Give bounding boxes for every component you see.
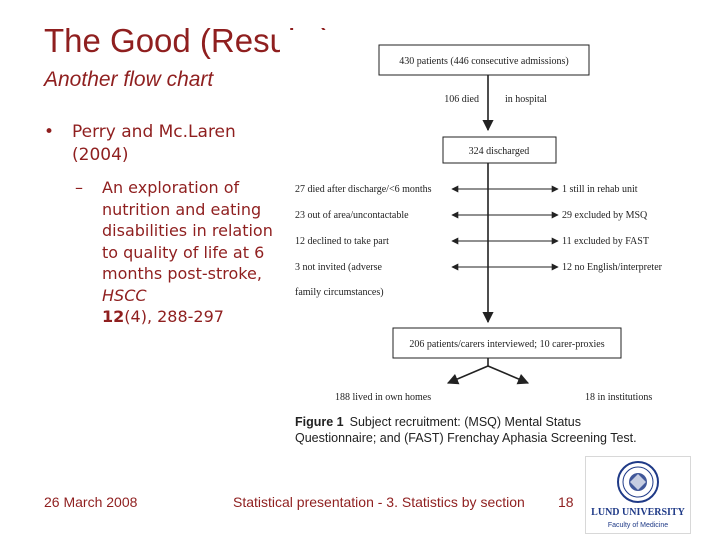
bullet-reference: • Perry and Mc.Laren (2004) [44,121,274,167]
arrow-own-homes [446,365,489,385]
arrow-institutions [487,365,530,385]
flowchart-svg: 430 patients (446 consecutive admissions… [295,44,663,445]
university-seal: LUND UNIVERSITY Faculty of Medicine [591,461,686,529]
bullet-dot: • [44,122,55,142]
bullet-text: Perry and Mc.Laren (2004) [72,122,236,165]
left-exit-5: family circumstances) [295,287,384,298]
journal-pages: , 288-297 [146,307,224,326]
journal-issue: (4) [124,307,147,326]
sub-bullet-dash: – [75,178,83,197]
journal-volume: 12 [102,307,125,326]
footer-date: 26 March 2008 [44,494,138,510]
right-exit-4: 12 no English/interpreter [562,262,663,273]
institutions-label: 18 in institutions [585,392,652,403]
caption-line-1: Figure 1 Subject recruitment: (MSQ) Menta… [295,415,581,429]
sub-text-main: An exploration of nutrition and eating d… [102,178,273,283]
discharged-label: 324 discharged [469,146,530,157]
caption-figure-label: Figure 1 [295,415,344,429]
top-box [378,44,590,76]
caption-line-2: Questionnaire; and (FAST) Frenchay Aphas… [295,431,637,445]
right-exit-3: 11 excluded by FAST [562,236,649,247]
logo-faculty: Faculty of Medicine [608,522,668,529]
left-exit-3: 12 declined to take part [295,236,389,247]
sub-bullet-description: – An exploration of nutrition and eating… [75,177,275,328]
left-exit-2: 23 out of area/uncontactable [295,210,409,221]
interviewed-box [392,327,622,359]
footer-page-number: 18 [558,494,574,510]
slide-subtitle: Another flow chart [44,68,214,91]
journal-name: HSCC [102,285,147,305]
right-exit-1: 1 still in rehab unit [562,184,638,195]
interviewed-label: 206 patients/carers interviewed; 10 care… [409,339,604,350]
top-box-label: 430 patients (446 consecutive admissions… [399,56,568,67]
logo-name: LUND UNIVERSITY [591,507,685,518]
university-logo: LUND UNIVERSITY Faculty of Medicine [585,456,691,534]
flowchart-figure: 430 patients (446 consecutive admissions… [280,30,676,450]
died-place: in hospital [505,94,547,105]
sub-bullet-text: An exploration of nutrition and eating d… [75,177,275,328]
caption-text-1: Subject recruitment: (MSQ) Mental Status [350,415,581,429]
right-exit-2: 29 excluded by MSQ [562,210,648,221]
own-homes-label: 188 lived in own homes [335,392,431,403]
discharged-box [442,136,557,164]
footer-title: Statistical presentation - 3. Statistics… [233,494,525,510]
died-count: 106 died [444,94,479,105]
left-exit-4: 3 not invited (adverse [295,262,382,273]
left-exit-1: 27 died after discharge/<6 months [295,184,432,195]
